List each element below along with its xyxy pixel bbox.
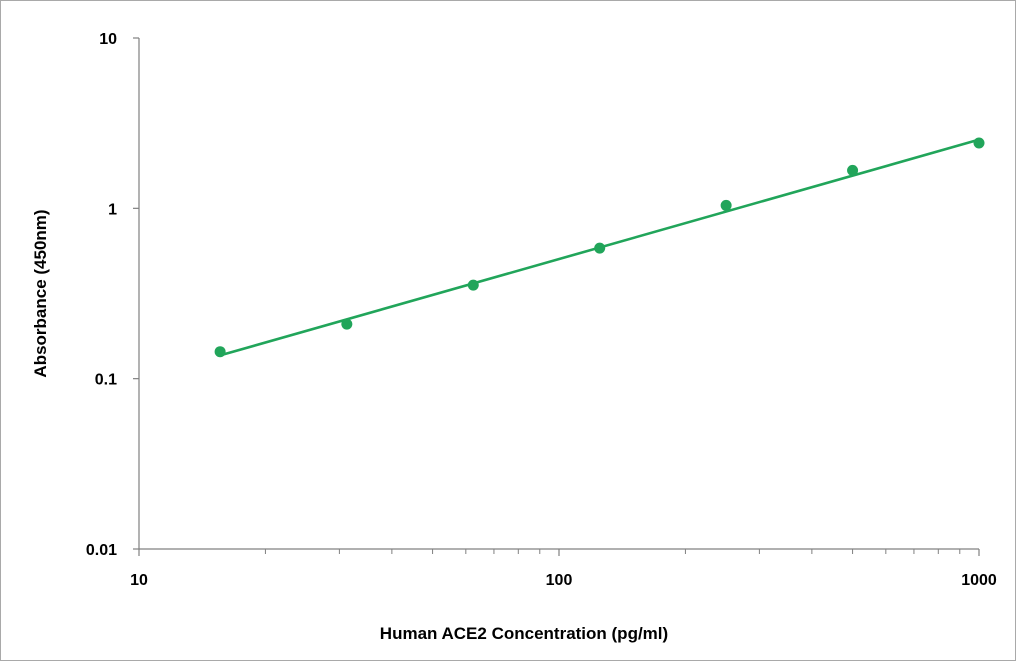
y-tick-label: 0.1 — [95, 372, 117, 389]
y-axis-title: Absorbance (450nm) — [31, 209, 50, 377]
data-point — [594, 242, 606, 254]
y-tick-label: 0.01 — [86, 542, 117, 559]
data-point — [214, 346, 226, 358]
points-layer — [214, 137, 985, 358]
data-point — [973, 137, 985, 149]
y-tick-labels: 10 1 0.1 0.01 — [86, 31, 117, 559]
data-point — [847, 164, 859, 176]
y-tick-label: 1 — [108, 201, 117, 218]
y-tick-label: 10 — [99, 31, 117, 48]
y-ticks — [133, 37, 139, 550]
x-tick-label: 10 — [130, 572, 148, 589]
axes — [133, 37, 980, 556]
x-tick-label: 1000 — [961, 572, 997, 589]
data-point — [341, 318, 353, 330]
x-tick-labels: 10 100 1000 — [130, 572, 997, 589]
data-point — [467, 279, 479, 291]
x-tick-label: 100 — [546, 572, 573, 589]
x-ticks — [138, 549, 980, 556]
x-axis-title: Human ACE2 Concentration (pg/ml) — [380, 624, 668, 643]
data-point — [720, 199, 732, 211]
